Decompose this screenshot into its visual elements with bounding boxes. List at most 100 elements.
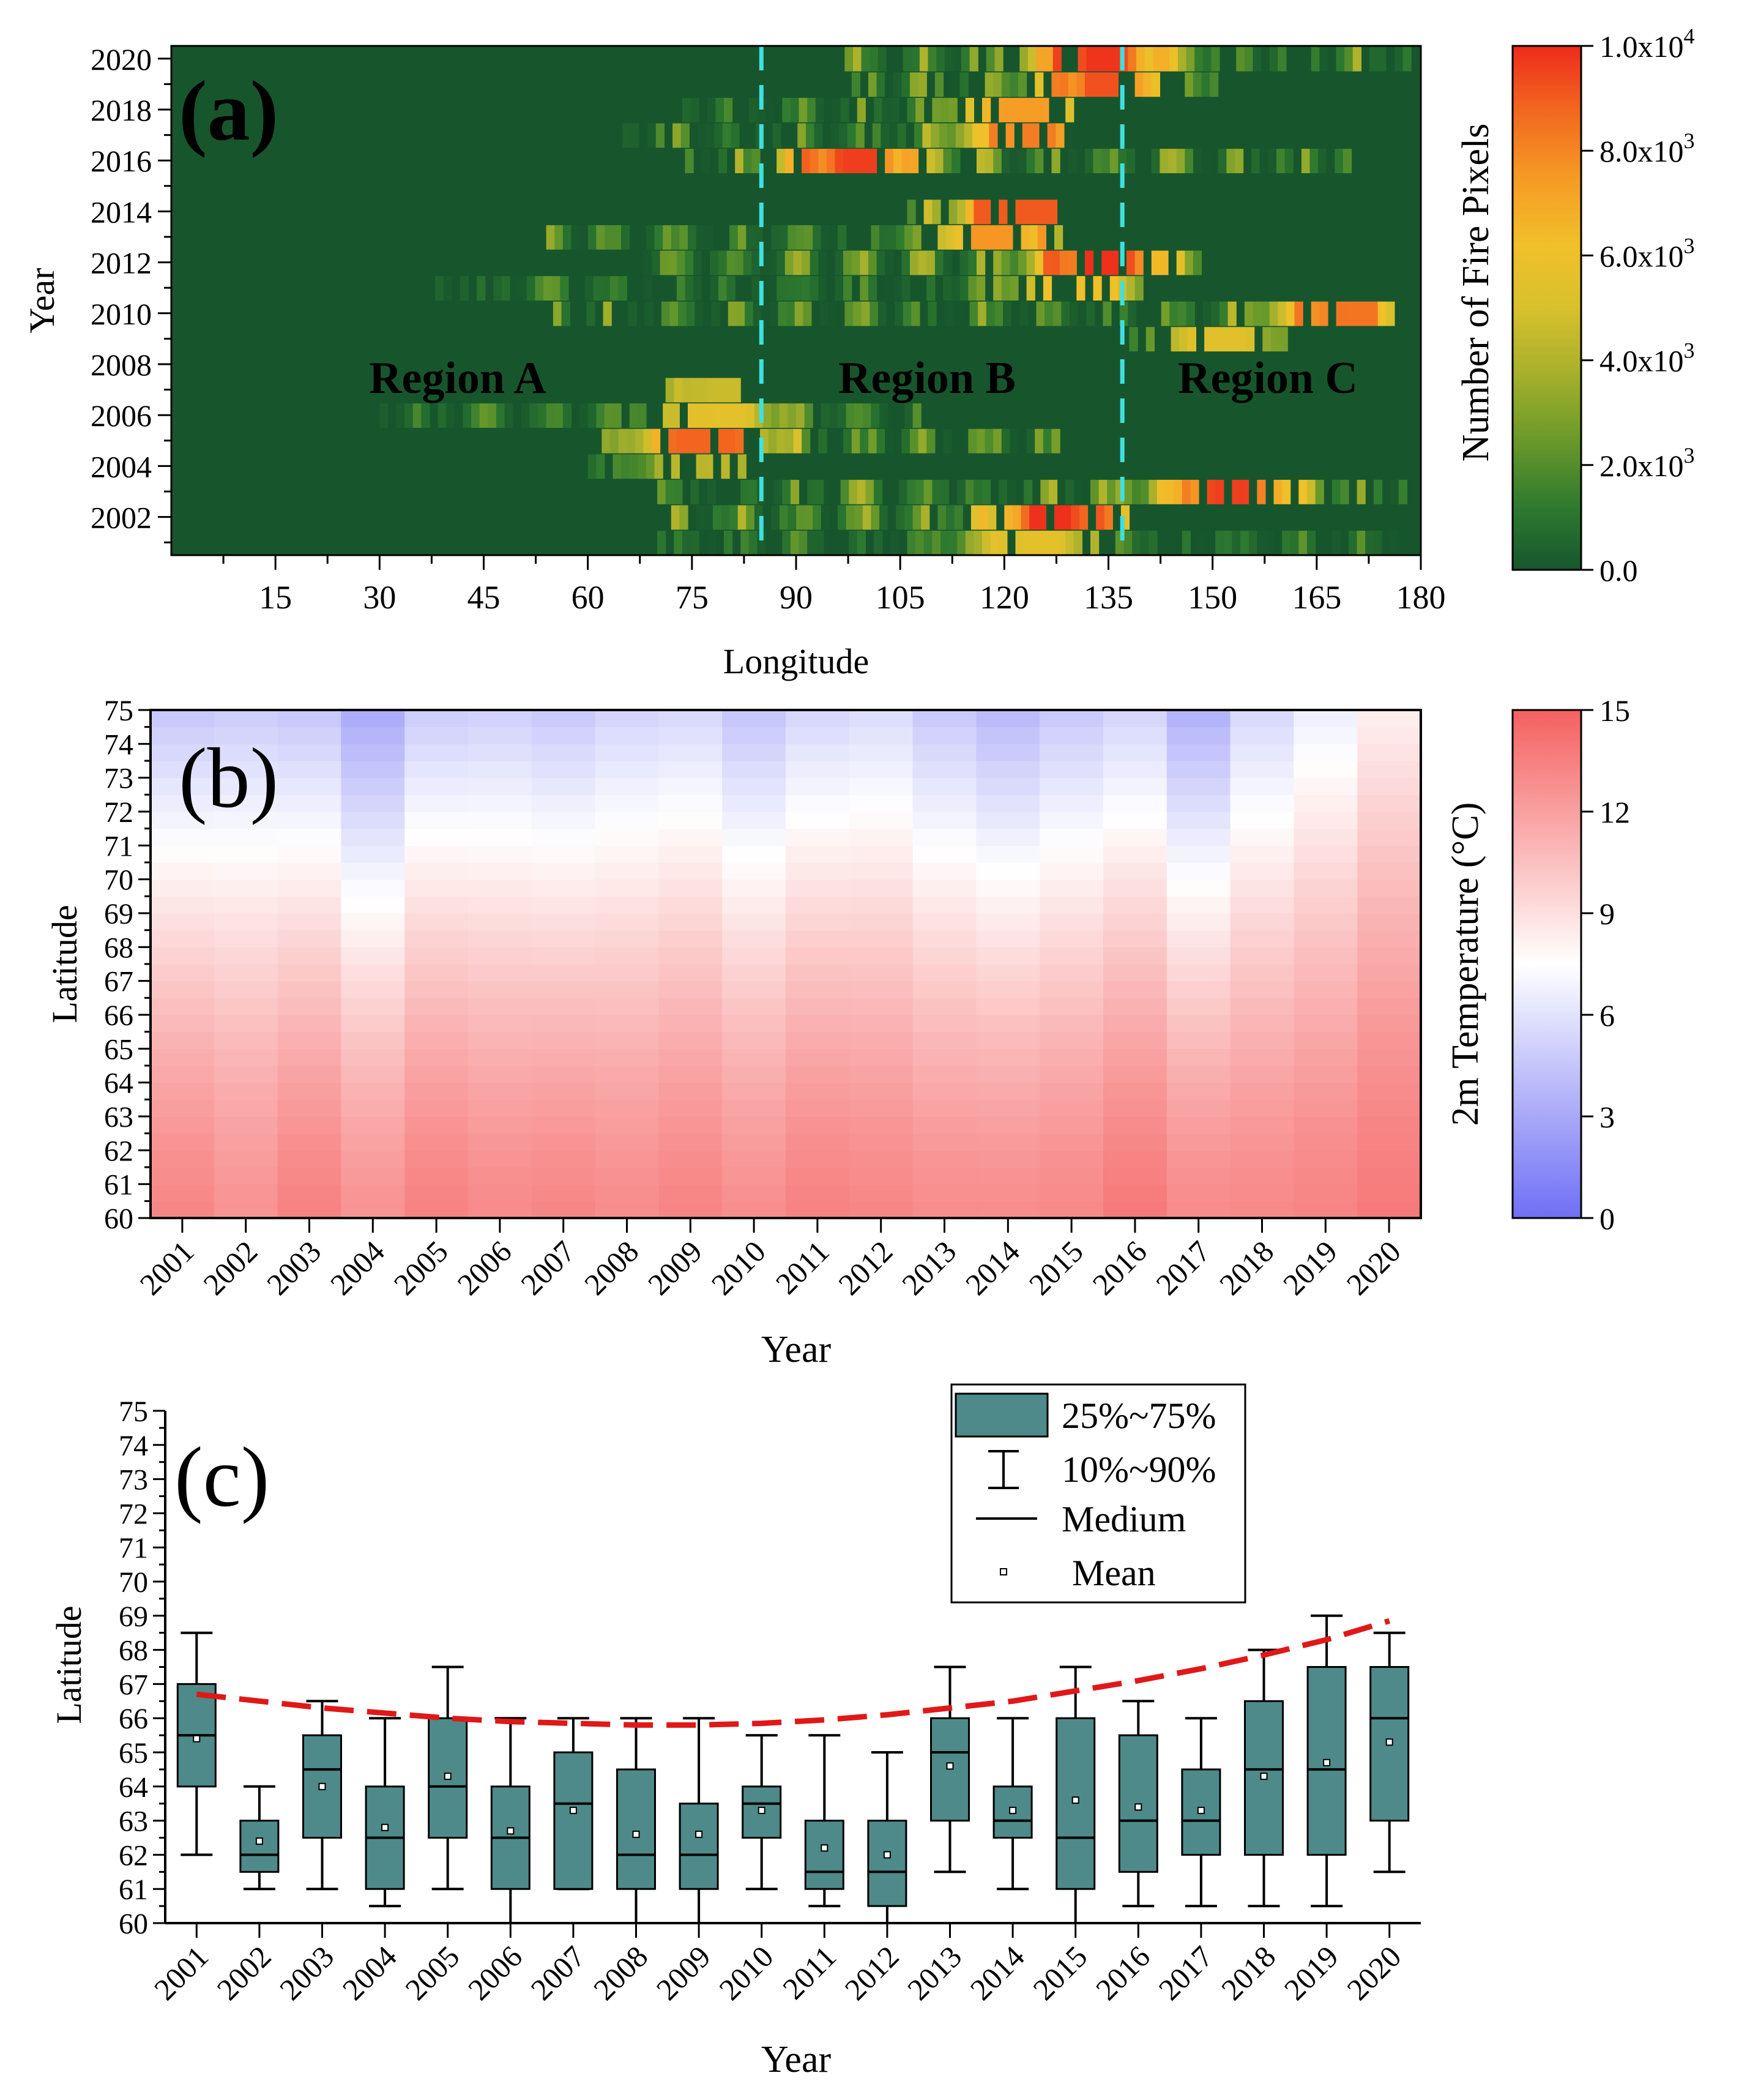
heatmap-cell (151, 1066, 215, 1083)
heatmap-cell (1048, 479, 1058, 504)
heatmap-cell (1230, 845, 1294, 863)
panel-a-heatmap-cells (379, 47, 1412, 555)
colorbar-tick-mantissa: 4.0x10 (1599, 344, 1684, 378)
heatmap-cell (786, 896, 850, 914)
heatmap-cell (912, 727, 977, 744)
heatmap-cell (980, 123, 989, 148)
heatmap-cell (932, 531, 941, 555)
heatmap-cell (1045, 47, 1054, 72)
legend-label-whisker: 10%~90% (1062, 1449, 1216, 1490)
heatmap-cell (857, 97, 866, 122)
heatmap-cell (214, 930, 278, 947)
heatmap-cell (1257, 479, 1266, 504)
heatmap-cell (1177, 301, 1187, 326)
heatmap-cell (404, 879, 469, 897)
heatmap-cell (976, 1116, 1040, 1134)
heatmap-cell (1344, 301, 1354, 326)
heatmap-cell (341, 794, 405, 812)
heatmap-cell (531, 1082, 596, 1100)
heatmap-cell (901, 276, 910, 301)
heatmap-cell (658, 964, 723, 982)
y-tick-label: 2006 (91, 398, 152, 433)
heatmap-cell (1307, 479, 1316, 504)
heatmap-cell (799, 97, 808, 122)
heatmap-cell (214, 1184, 278, 1201)
box-2004 (365, 1717, 405, 1908)
heatmap-cell (1001, 428, 1010, 454)
heatmap-cell (813, 505, 822, 530)
heatmap-cell (1294, 896, 1358, 914)
heatmap-cell (1040, 1031, 1104, 1049)
heatmap-cell (912, 1082, 977, 1100)
panel-b-x-axis-label: Year (761, 1329, 832, 1370)
colorbar-tick-exponent: 3 (1684, 443, 1695, 468)
heatmap-cell (1040, 531, 1049, 555)
heatmap-cell (1294, 1015, 1358, 1033)
x-tick-label: 2010 (712, 1939, 780, 2006)
heatmap-cell (341, 1048, 405, 1066)
heatmap-cell (976, 1133, 1040, 1151)
heatmap-cell (404, 1082, 469, 1100)
mean-marker (632, 1830, 640, 1838)
heatmap-cell (680, 123, 690, 148)
heatmap-cell (814, 123, 823, 148)
heatmap-cell (531, 862, 596, 880)
heatmap-cell (1294, 301, 1303, 326)
y-tick-label: 65 (104, 1033, 133, 1066)
heatmap-cell (1073, 479, 1082, 504)
heatmap-cell (595, 761, 659, 779)
heatmap-cell (1357, 1167, 1421, 1185)
y-tick-label: 60 (119, 1908, 148, 1940)
heatmap-cell (560, 276, 569, 301)
heatmap-cell (1040, 479, 1049, 504)
heatmap-cell (676, 276, 686, 301)
heatmap-cell (658, 998, 723, 1015)
mean-marker (569, 1806, 577, 1814)
y-tick-label: 70 (104, 864, 133, 897)
x-tick-label: 2001 (133, 1234, 200, 1301)
heatmap-cell (815, 531, 824, 555)
colorbar-tick-label: 12 (1599, 795, 1630, 829)
heatmap-cell (1294, 812, 1358, 829)
y-tick-label: 64 (119, 1771, 148, 1804)
heatmap-cell (923, 531, 933, 555)
heatmap-cell (341, 862, 405, 880)
heatmap-cell (660, 250, 669, 275)
heatmap-cell (1040, 1184, 1104, 1201)
heatmap-cell (724, 97, 733, 122)
heatmap-cell (893, 276, 902, 301)
heatmap-cell (828, 301, 837, 326)
heatmap-cell (341, 1015, 405, 1033)
heatmap-cell (1298, 531, 1308, 555)
heatmap-cell (835, 276, 844, 301)
heatmap-cell (214, 896, 278, 914)
heatmap-cell (965, 531, 974, 555)
heatmap-cell (1022, 123, 1031, 148)
box-2008 (616, 1717, 656, 1924)
heatmap-cell (849, 913, 914, 931)
heatmap-cell (1004, 225, 1013, 250)
heatmap-cell (819, 301, 829, 326)
heatmap-cell (468, 964, 532, 982)
heatmap-cell (531, 727, 596, 744)
heatmap-cell (1040, 1015, 1104, 1033)
heatmap-cell (554, 403, 564, 428)
heatmap-cell (976, 1082, 1040, 1100)
heatmap-cell (1026, 276, 1035, 301)
heatmap-cell (1326, 149, 1335, 173)
colorbar-tick-mantissa: 8.0x10 (1599, 134, 1684, 168)
heatmap-cell (1166, 812, 1231, 829)
mean-marker (1323, 1758, 1331, 1766)
heatmap-cell (1230, 761, 1294, 779)
heatmap-cell (404, 1048, 469, 1066)
heatmap-cell (696, 454, 705, 479)
heatmap-cell (1060, 72, 1069, 97)
heatmap-cell (531, 1015, 596, 1033)
x-tick-label: 2018 (1213, 1234, 1280, 1301)
heatmap-cell (1226, 149, 1235, 173)
heatmap-cell (488, 403, 497, 428)
heatmap-cell (786, 777, 850, 795)
x-tick-label: 150 (1188, 579, 1237, 616)
heatmap-cell (1174, 479, 1183, 504)
heatmap-cell (976, 1099, 1040, 1117)
